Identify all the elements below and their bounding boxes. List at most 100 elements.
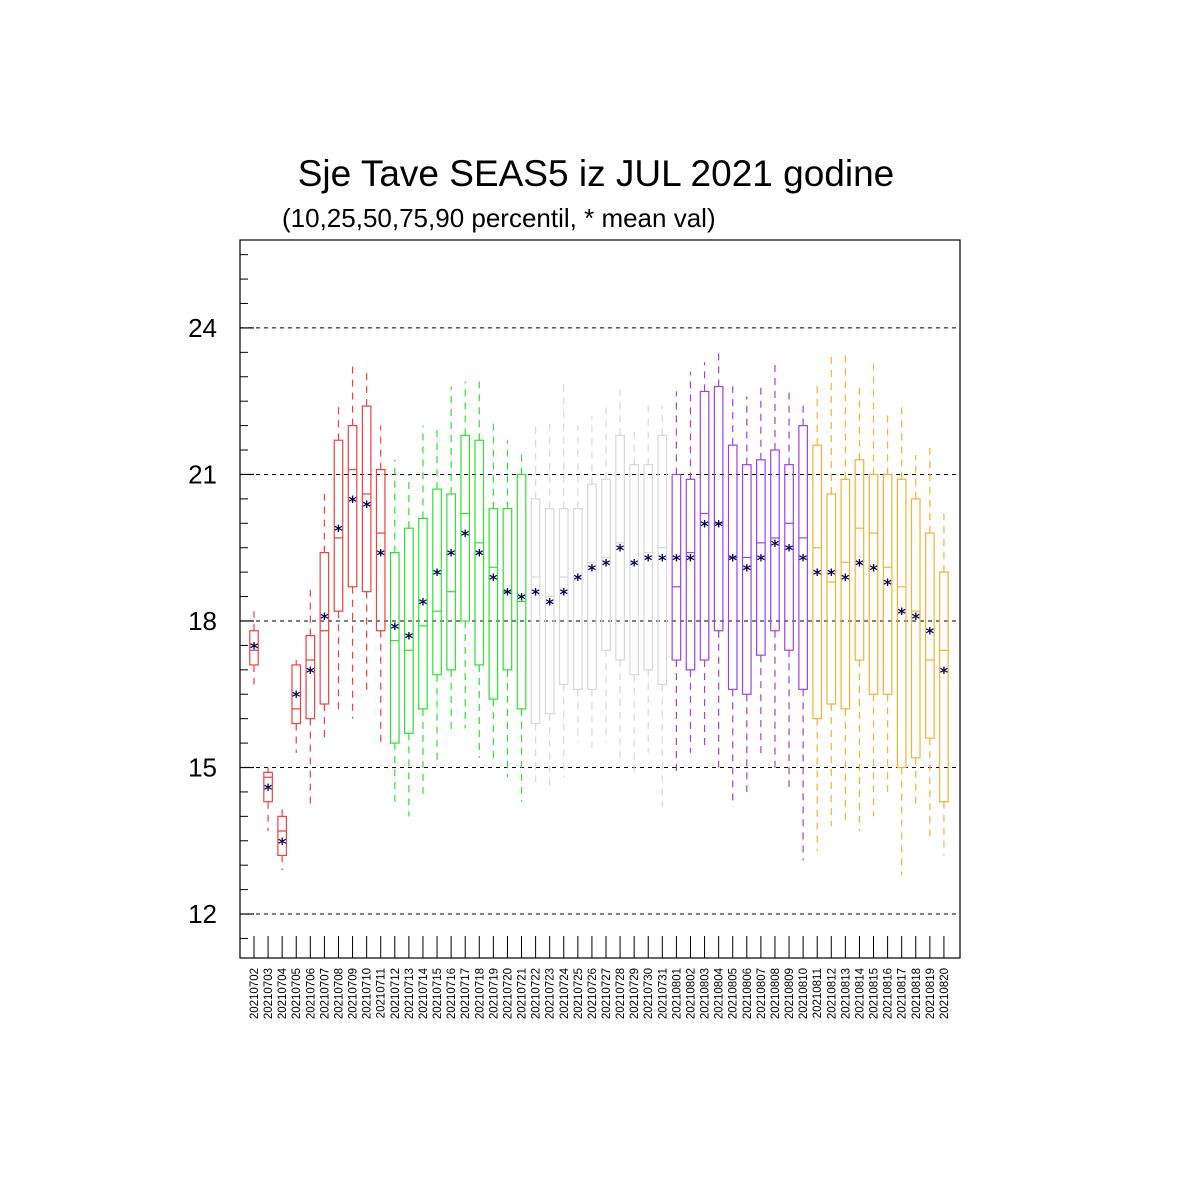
x-tick-label: 20210801 xyxy=(671,968,683,1019)
x-tick-label: 20210714 xyxy=(418,967,430,1019)
mean-marker: * xyxy=(405,629,414,648)
mean-marker: * xyxy=(306,663,315,682)
mean-marker: * xyxy=(461,526,470,545)
y-tick-label: 12 xyxy=(188,899,217,929)
grid-lines xyxy=(240,327,960,915)
box-20210715 xyxy=(432,425,442,763)
x-tick-label: 20210810 xyxy=(798,968,810,1019)
box-20210713 xyxy=(404,474,414,817)
box-20210718 xyxy=(474,381,485,758)
x-tick-label: 20210723 xyxy=(545,968,557,1019)
mean-marker: * xyxy=(700,516,709,535)
iqr-box xyxy=(896,478,907,769)
box-20210807 xyxy=(756,386,766,758)
iqr-box xyxy=(488,508,499,700)
iqr-box xyxy=(319,551,330,705)
x-tick-label: 20210730 xyxy=(643,968,655,1019)
iqr-box xyxy=(939,571,949,803)
mean-marker: * xyxy=(588,560,597,579)
iqr-box xyxy=(770,449,780,632)
x-tick-label: 20210718 xyxy=(474,968,486,1019)
mean-marker: * xyxy=(545,594,554,613)
box-20210810 xyxy=(798,401,808,861)
mean-marker: * xyxy=(362,497,371,516)
mean-marker: * xyxy=(391,619,400,638)
x-tick-label: 20210817 xyxy=(897,968,909,1019)
mean-marker: * xyxy=(926,624,935,643)
iqr-box xyxy=(460,434,471,622)
iqr-box xyxy=(432,488,442,676)
mean-marker: * xyxy=(574,570,583,589)
x-axis-ticks: 20210702 20210703 20210704 20210705 20210706… xyxy=(249,936,951,1019)
mean-marker: * xyxy=(743,560,752,579)
box-20210729 xyxy=(629,425,640,778)
x-tick-label: 20210805 xyxy=(728,968,740,1019)
x-tick-label: 20210722 xyxy=(531,968,543,1019)
x-tick-label: 20210820 xyxy=(939,968,951,1019)
iqr-box xyxy=(910,498,921,759)
box-20210820 xyxy=(939,513,949,856)
x-tick-label: 20210812 xyxy=(826,968,838,1019)
mean-marker: * xyxy=(644,550,653,569)
iqr-box xyxy=(657,434,668,686)
box-20210811 xyxy=(812,381,823,851)
box-20210708 xyxy=(333,401,344,714)
mean-marker: * xyxy=(630,555,639,574)
box-20210728 xyxy=(615,386,625,758)
box-20210819 xyxy=(924,445,935,841)
mean-marker: * xyxy=(897,604,906,623)
box-20210726 xyxy=(587,415,597,748)
mean-marker: * xyxy=(799,550,808,569)
iqr-box xyxy=(756,459,766,656)
box-20210805 xyxy=(727,386,738,807)
box-20210705 xyxy=(291,660,302,753)
x-tick-label: 20210726 xyxy=(587,968,599,1019)
iqr-box xyxy=(516,473,527,710)
box-20210719 xyxy=(488,420,499,763)
mean-marker: * xyxy=(433,565,442,584)
iqr-box xyxy=(840,478,851,710)
x-tick-label: 20210712 xyxy=(390,968,402,1019)
iqr-box xyxy=(587,483,597,690)
box-20210707 xyxy=(319,493,330,744)
iqr-box xyxy=(924,532,935,739)
iqr-box xyxy=(671,473,682,661)
mean-marker: * xyxy=(672,550,681,569)
mean-marker: * xyxy=(912,609,921,628)
box-20210721 xyxy=(516,450,527,802)
box-20210817 xyxy=(896,401,907,875)
iqr-box xyxy=(404,527,414,734)
x-tick-label: 20210731 xyxy=(657,968,669,1019)
x-tick-label: 20210710 xyxy=(362,968,374,1019)
mean-marker: * xyxy=(771,536,780,555)
x-tick-label: 20210704 xyxy=(277,967,289,1019)
iqr-box xyxy=(530,498,541,725)
mean-marker: * xyxy=(813,565,822,584)
iqr-box xyxy=(699,390,710,661)
iqr-box xyxy=(291,664,302,725)
box-20210722 xyxy=(530,425,541,783)
box-20210815 xyxy=(868,362,879,817)
box-20210804 xyxy=(713,347,724,768)
x-tick-label: 20210716 xyxy=(446,968,458,1019)
mean-marker: * xyxy=(264,780,273,799)
box-20210802 xyxy=(685,371,696,753)
x-tick-label: 20210802 xyxy=(685,968,697,1019)
plot-frame xyxy=(239,239,961,959)
box-20210808 xyxy=(770,362,780,773)
box-20210717 xyxy=(460,381,471,729)
iqr-box xyxy=(713,385,724,632)
x-tick-label: 20210724 xyxy=(559,967,571,1019)
mean-markers: * * * * * * * * * * * * * * * * * * * * * * * * * * * * * * * * * * * * * * * *… xyxy=(250,492,949,853)
chart-title: Sje Tave SEAS5 iz JUL 2021 godine xyxy=(298,153,895,194)
y-tick-label: 21 xyxy=(188,459,217,489)
x-tick-label: 20210702 xyxy=(249,968,261,1019)
box-20210725 xyxy=(572,425,583,744)
mean-marker: * xyxy=(320,609,329,628)
mean-marker: * xyxy=(560,585,569,604)
x-tick-label: 20210816 xyxy=(883,968,895,1019)
x-tick-label: 20210806 xyxy=(742,968,754,1019)
box-20210809 xyxy=(784,391,794,788)
x-tick-label: 20210811 xyxy=(812,968,824,1018)
mean-marker: * xyxy=(447,546,456,565)
